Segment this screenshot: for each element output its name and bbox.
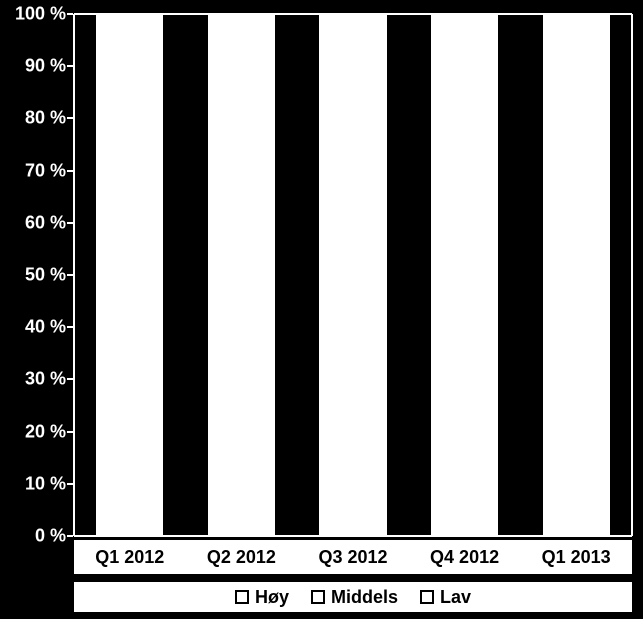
legend: Høy Middels Lav — [74, 582, 632, 612]
y-tick-mark — [67, 13, 73, 15]
y-tick-label: 100 % — [15, 4, 66, 25]
x-tick-label: Q2 2012 — [186, 540, 298, 574]
bars-container — [74, 14, 632, 536]
y-tick-mark — [67, 274, 73, 276]
bar — [207, 14, 276, 536]
bar-slot — [297, 14, 409, 536]
bar — [318, 14, 387, 536]
y-axis: 0 %10 %20 %30 %40 %50 %60 %70 %80 %90 %1… — [0, 14, 74, 536]
y-tick-mark — [67, 117, 73, 119]
plot-top-border — [74, 13, 632, 15]
bar-slot — [74, 14, 186, 536]
y-tick-mark — [67, 431, 73, 433]
y-tick-label: 80 % — [25, 108, 66, 129]
x-axis-line — [74, 535, 632, 537]
y-tick-label: 60 % — [25, 212, 66, 233]
bar — [430, 14, 499, 536]
legend-swatch — [420, 590, 434, 604]
y-tick-mark — [67, 483, 73, 485]
y-tick-mark — [67, 535, 73, 537]
x-tick-label: Q1 2013 — [520, 540, 632, 574]
legend-label: Lav — [440, 587, 471, 608]
y-tick-label: 0 % — [35, 526, 66, 547]
y-tick-mark — [67, 222, 73, 224]
x-tick-label: Q1 2012 — [74, 540, 186, 574]
y-axis-line — [73, 14, 75, 536]
y-tick-label: 10 % — [25, 473, 66, 494]
y-tick-label: 20 % — [25, 421, 66, 442]
plot-right-border — [631, 14, 633, 536]
bar-slot — [520, 14, 632, 536]
y-tick-label: 30 % — [25, 369, 66, 390]
legend-label: Høy — [255, 587, 289, 608]
legend-item: Middels — [311, 587, 398, 608]
legend-swatch — [235, 590, 249, 604]
y-tick-mark — [67, 378, 73, 380]
legend-item: Lav — [420, 587, 471, 608]
y-tick-label: 90 % — [25, 56, 66, 77]
legend-item: Høy — [235, 587, 289, 608]
bar — [542, 14, 611, 536]
bar-slot — [186, 14, 298, 536]
y-tick-label: 50 % — [25, 265, 66, 286]
x-tick-label: Q4 2012 — [409, 540, 521, 574]
y-tick-mark — [67, 326, 73, 328]
legend-swatch — [311, 590, 325, 604]
stacked-bar-chart: 0 % 10 % 20 % 30 % 40 % 50 % 60 % 70 % 80 % 90 % 1… — [0, 0, 643, 619]
y-tick-label: 40 % — [25, 317, 66, 338]
x-tick-label: Q3 2012 — [297, 540, 409, 574]
y-tick-mark — [67, 170, 73, 172]
bar-slot — [409, 14, 521, 536]
x-axis-labels: Q1 2012Q2 2012Q3 2012Q4 2012Q1 2013 — [74, 540, 632, 574]
bar — [95, 14, 164, 536]
y-tick-mark — [67, 65, 73, 67]
y-tick-label: 70 % — [25, 160, 66, 181]
legend-label: Middels — [331, 587, 398, 608]
